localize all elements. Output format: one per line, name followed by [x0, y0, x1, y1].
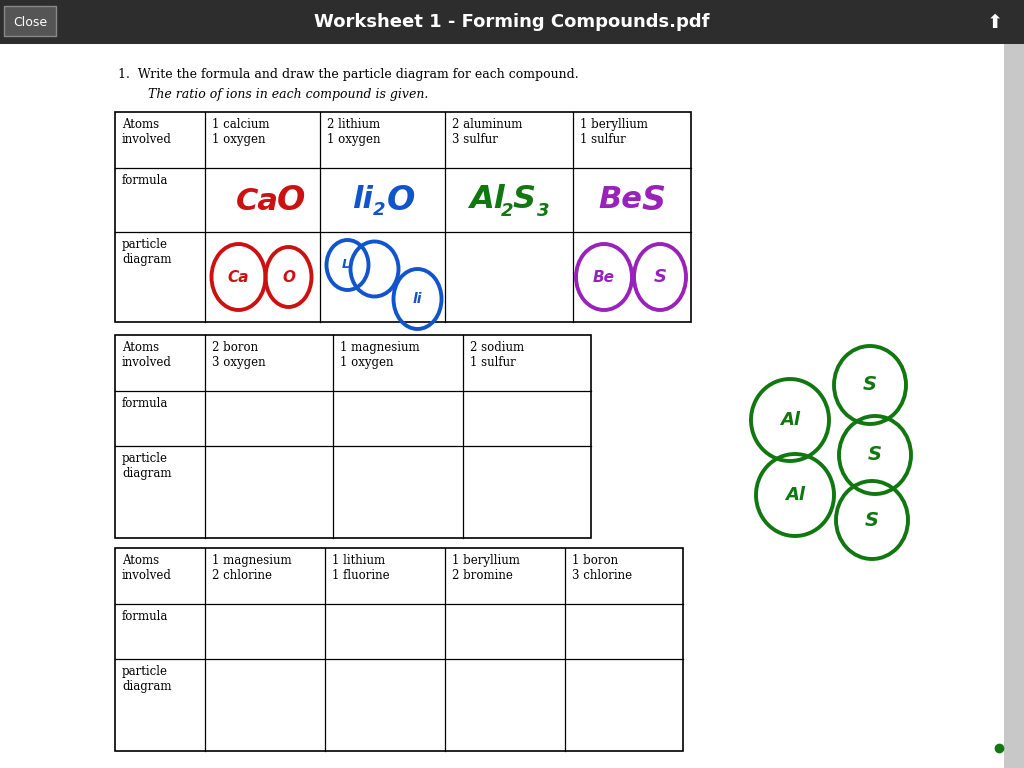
Text: O: O	[282, 270, 295, 284]
Text: 2: 2	[501, 202, 513, 220]
Bar	[115, 335, 591, 538]
Text: formula: formula	[122, 397, 168, 410]
Text: Atoms
involved: Atoms involved	[122, 554, 172, 582]
Text: 1.  Write the formula and draw the particle diagram for each compound.: 1. Write the formula and draw the partic…	[118, 68, 579, 81]
Text: 2: 2	[374, 201, 386, 219]
Text: S: S	[512, 184, 536, 216]
Text: 1 beryllium
2 bromine: 1 beryllium 2 bromine	[452, 554, 520, 582]
Text: 1 magnesium
1 oxygen: 1 magnesium 1 oxygen	[340, 341, 420, 369]
Text: Close: Close	[13, 15, 47, 28]
Bar	[115, 548, 683, 751]
Text: li: li	[413, 292, 422, 306]
Text: Ca: Ca	[227, 270, 249, 284]
Text: 1 calcium
1 oxygen: 1 calcium 1 oxygen	[212, 118, 269, 146]
Text: 1 magnesium
2 chlorine: 1 magnesium 2 chlorine	[212, 554, 292, 582]
Text: 1 lithium
1 fluorine: 1 lithium 1 fluorine	[332, 554, 389, 582]
Text: Be: Be	[598, 186, 642, 214]
Text: Li: Li	[341, 259, 353, 272]
Text: S: S	[865, 511, 879, 529]
Text: O: O	[276, 184, 305, 217]
Text: S: S	[863, 376, 877, 395]
Bar	[4, 6, 56, 36]
Text: Ca: Ca	[236, 187, 279, 217]
Text: particle
diagram: particle diagram	[122, 452, 171, 480]
Bar	[115, 112, 691, 322]
Text: The ratio of ions in each compound is given.: The ratio of ions in each compound is gi…	[148, 88, 428, 101]
Text: S: S	[868, 445, 882, 465]
Text: Be: Be	[593, 270, 615, 284]
Text: 3: 3	[537, 202, 549, 220]
Bar	[0, 0, 1024, 44]
Text: Atoms
involved: Atoms involved	[122, 118, 172, 146]
Text: particle
diagram: particle diagram	[122, 238, 171, 266]
Text: 2 boron
3 oxygen: 2 boron 3 oxygen	[212, 341, 265, 369]
Text: 1 beryllium
1 sulfur: 1 beryllium 1 sulfur	[580, 118, 648, 146]
Text: Al: Al	[780, 411, 800, 429]
Text: 2 lithium
1 oxygen: 2 lithium 1 oxygen	[327, 118, 381, 146]
Text: formula: formula	[122, 610, 168, 623]
Text: ⬆: ⬆	[987, 12, 1004, 31]
Bar	[1004, 44, 1024, 768]
Text: Al: Al	[469, 184, 505, 216]
Text: Worksheet 1 - Forming Compounds.pdf: Worksheet 1 - Forming Compounds.pdf	[314, 13, 710, 31]
Text: li: li	[352, 186, 373, 214]
Text: 1 boron
3 chlorine: 1 boron 3 chlorine	[572, 554, 632, 582]
Text: 2 aluminum
3 sulfur: 2 aluminum 3 sulfur	[452, 118, 522, 146]
Text: Al: Al	[785, 486, 805, 504]
Text: Atoms
involved: Atoms involved	[122, 341, 172, 369]
Text: S: S	[653, 268, 667, 286]
Text: particle
diagram: particle diagram	[122, 665, 171, 693]
Text: O: O	[386, 184, 415, 217]
Text: S: S	[642, 184, 666, 217]
Text: formula: formula	[122, 174, 168, 187]
Text: 2 sodium
1 sulfur: 2 sodium 1 sulfur	[470, 341, 524, 369]
